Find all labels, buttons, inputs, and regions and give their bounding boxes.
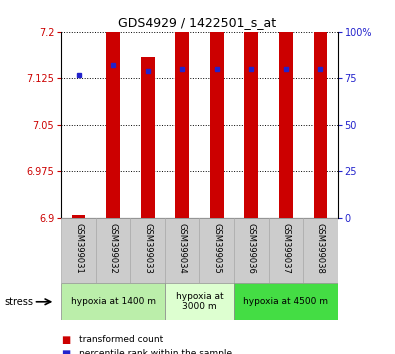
Text: hypoxia at 4500 m: hypoxia at 4500 m [243, 297, 328, 306]
Text: stress: stress [4, 297, 33, 307]
Bar [175, 32, 189, 218]
Text: GSM399038: GSM399038 [316, 223, 325, 274]
Text: GDS4929 / 1422501_s_at: GDS4929 / 1422501_s_at [118, 16, 276, 29]
Text: GSM399032: GSM399032 [109, 223, 118, 274]
Bar [269, 218, 303, 283]
Bar [165, 218, 199, 283]
Bar [199, 218, 234, 283]
Text: ■: ■ [61, 335, 70, 345]
Bar [96, 218, 130, 283]
Text: GSM399037: GSM399037 [281, 223, 290, 274]
Text: GSM399036: GSM399036 [247, 223, 256, 274]
Bar [303, 218, 338, 283]
Bar [279, 32, 293, 218]
Text: GSM399031: GSM399031 [74, 223, 83, 274]
Bar [165, 283, 234, 320]
Bar [61, 218, 96, 283]
Bar [61, 283, 165, 320]
Bar [71, 215, 85, 218]
Text: hypoxia at 1400 m: hypoxia at 1400 m [71, 297, 156, 306]
Text: percentile rank within the sample: percentile rank within the sample [79, 349, 232, 354]
Bar [234, 283, 338, 320]
Text: GSM399035: GSM399035 [212, 223, 221, 274]
Text: hypoxia at
3000 m: hypoxia at 3000 m [176, 292, 223, 312]
Text: GSM399033: GSM399033 [143, 223, 152, 274]
Bar [234, 218, 269, 283]
Text: GSM399034: GSM399034 [178, 223, 187, 274]
Bar [106, 32, 120, 218]
Bar [141, 57, 154, 218]
Bar [210, 32, 224, 218]
Text: ■: ■ [61, 349, 70, 354]
Bar [130, 218, 165, 283]
Bar [245, 32, 258, 218]
Bar [314, 32, 327, 218]
Text: transformed count: transformed count [79, 335, 163, 344]
